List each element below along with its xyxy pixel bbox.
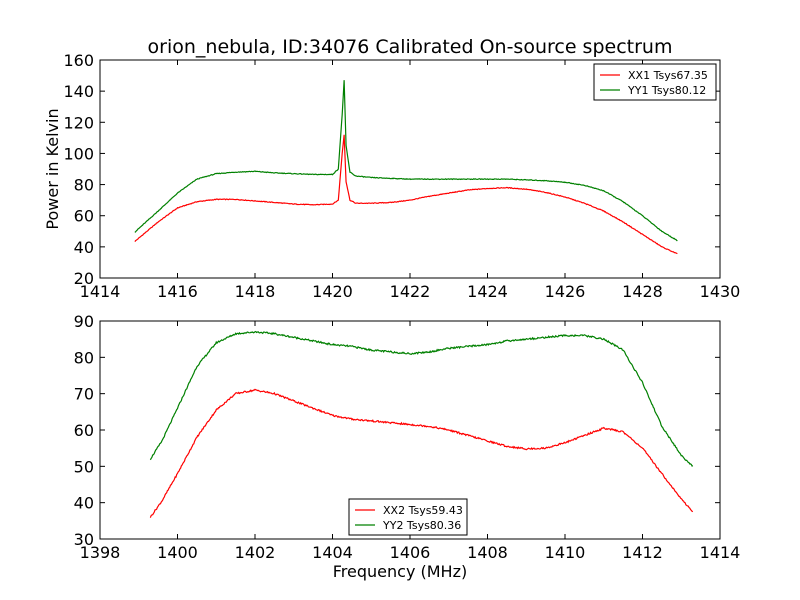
x-tick-label: 1406: [390, 543, 431, 562]
y-tick-label: 20: [74, 269, 94, 288]
y-tick-label: 100: [63, 144, 94, 163]
x-tick-label: 1414: [700, 543, 741, 562]
x-tick-label: 1430: [700, 282, 741, 301]
x-tick-label: 1400: [157, 543, 198, 562]
y-tick-label: 160: [63, 51, 94, 70]
x-tick-label: 1420: [312, 282, 353, 301]
y-tick-label: 140: [63, 82, 94, 101]
y-tick-label: 50: [74, 457, 94, 476]
x-axis-label: Frequency (MHz): [333, 562, 467, 581]
y-tick-label: 40: [74, 494, 94, 513]
x-tick-label: 1410: [545, 543, 586, 562]
legend-label: XX2 Tsys59.43: [383, 504, 463, 517]
x-tick-label: 1426: [545, 282, 586, 301]
legend: XX1 Tsys67.35 YY1 Tsys80.12: [593, 63, 717, 101]
series-line-1: [134, 134, 678, 255]
x-tick-label: 1416: [157, 282, 198, 301]
y-tick-label: 30: [74, 530, 94, 549]
y-tick-label: 60: [74, 421, 94, 440]
y-axis-label: Power in Kelvin: [43, 108, 62, 229]
bottom-spectrum-chart: 1398 1400 1402 1404 1406 1408 1410 1412 1414 30 40…: [74, 312, 741, 581]
legend-box: [593, 63, 717, 101]
x-tick-label: 1408: [467, 543, 508, 562]
legend-label: YY1 Tsys80.12: [627, 84, 706, 97]
y-tick-label: 80: [74, 348, 94, 367]
x-tick-label: 1422: [390, 282, 431, 301]
x-tick-label: 1412: [622, 543, 663, 562]
legend: XX2 Tsys59.43 YY2 Tsys80.36: [348, 498, 468, 536]
legend-label: YY2 Tsys80.36: [382, 519, 461, 532]
series-line-2: [134, 80, 678, 242]
x-tick-label: 1418: [235, 282, 276, 301]
y-tick-label: 120: [63, 113, 94, 132]
y-tick-label: 80: [74, 176, 94, 195]
y-tick-label: 40: [74, 238, 94, 257]
series-line-2: [149, 330, 694, 467]
x-tick-label: 1402: [235, 543, 276, 562]
chart-title: orion_nebula, ID:34076 Calibrated On-sou…: [148, 36, 673, 58]
x-tick-label: 1404: [312, 543, 353, 562]
y-tick-label: 60: [74, 207, 94, 226]
x-tick-label: 1428: [622, 282, 663, 301]
x-tick-label: 1424: [467, 282, 508, 301]
x-tick-label: 1398: [80, 543, 121, 562]
series-line-1: [149, 388, 694, 518]
legend-box: [348, 498, 468, 536]
y-tick-label: 90: [74, 312, 94, 331]
top-spectrum-chart: 1414 1416 1418 1420 1422 1424 1426 1428 1430 20 40…: [43, 51, 740, 301]
legend-label: XX1 Tsys67.35: [628, 69, 708, 82]
x-tick-label: 1414: [80, 282, 121, 301]
y-tick-label: 70: [74, 385, 94, 404]
